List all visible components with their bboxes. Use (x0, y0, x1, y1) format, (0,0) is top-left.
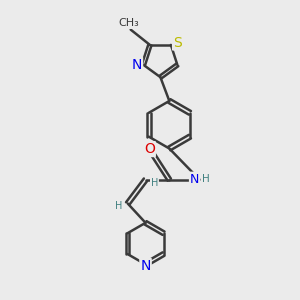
Text: O: O (144, 142, 155, 156)
Text: CH₃: CH₃ (119, 18, 140, 28)
Text: S: S (173, 35, 182, 50)
Text: N: N (190, 172, 199, 186)
Text: N: N (132, 58, 142, 72)
Text: H: H (151, 178, 158, 188)
Text: H: H (115, 202, 122, 212)
Text: H: H (202, 174, 209, 184)
Text: N: N (140, 259, 151, 273)
